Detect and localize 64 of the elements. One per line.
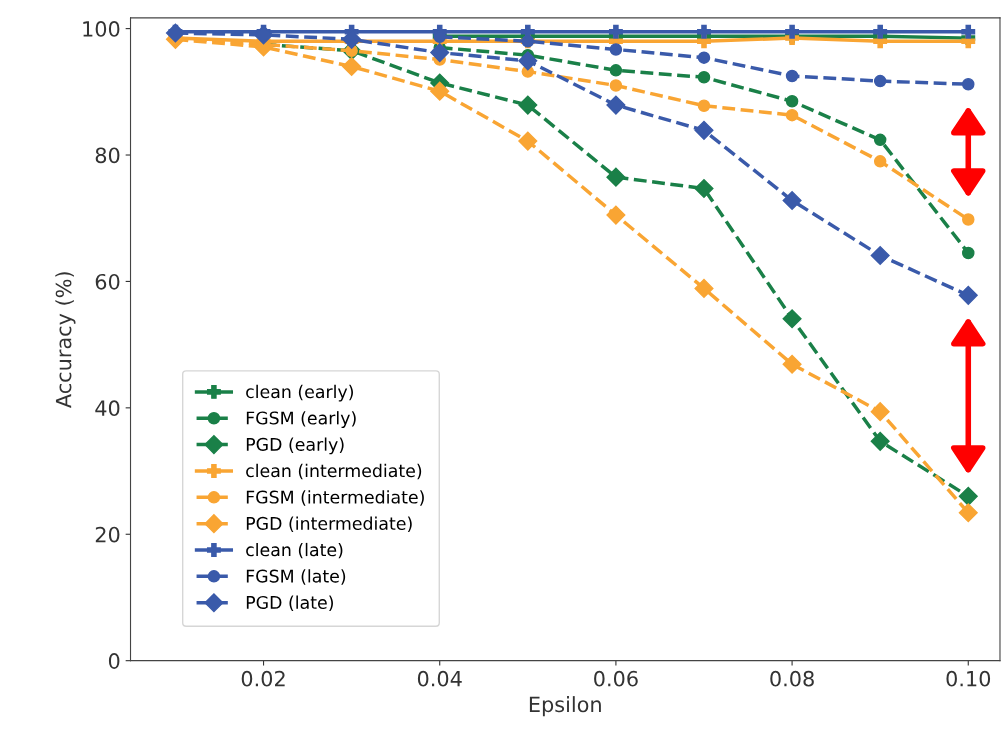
point: [962, 246, 975, 260]
y-tick-label: 80: [95, 147, 120, 164]
y-tick-label: 0: [108, 653, 120, 669]
point: [785, 108, 799, 122]
point: [697, 51, 711, 64]
point: [962, 213, 975, 226]
point: [958, 285, 978, 305]
point: [958, 503, 978, 523]
point: [782, 354, 802, 374]
legend-label: FGSM (early): [246, 411, 356, 428]
legend-label: clean (early): [246, 384, 353, 402]
y-tick-label: 100: [83, 21, 120, 37]
point: [609, 79, 623, 92]
point: [873, 133, 887, 147]
point: [873, 155, 887, 168]
legend-label: PGD (intermediate): [246, 516, 412, 533]
point: [785, 69, 799, 83]
legend-label: PGD (late): [246, 595, 333, 612]
legend-label: clean (late): [246, 542, 343, 559]
point: [873, 24, 888, 39]
legend-label: FGSM (late): [246, 569, 346, 585]
point: [697, 99, 711, 112]
point: [694, 120, 714, 140]
point: [782, 190, 802, 211]
x-tick-label: 0.06: [594, 670, 638, 687]
x-tick-label: 0.10: [946, 670, 991, 687]
legend-label: PGD (early): [246, 437, 344, 455]
point: [342, 56, 362, 77]
point: [958, 486, 978, 506]
point: [785, 24, 800, 39]
point: [961, 24, 976, 39]
point: [694, 278, 714, 298]
point: [606, 205, 626, 225]
point: [430, 81, 450, 101]
point: [870, 431, 890, 451]
legend-label: clean (intermediate): [246, 463, 422, 480]
x-tick-label: 0.04: [417, 670, 462, 687]
point: [697, 24, 711, 39]
point: [785, 95, 799, 108]
x-tick-label: 0.02: [241, 670, 285, 687]
x-axis-title: Epsilon: [529, 696, 601, 717]
legend-label: FGSM (intermediate): [246, 490, 424, 506]
point: [518, 131, 538, 151]
y-tick-label: 40: [95, 400, 120, 417]
point: [608, 24, 623, 39]
y-tick-label: 20: [95, 526, 120, 543]
y-tick-label: 60: [95, 273, 120, 290]
point: [518, 95, 538, 115]
x-tick-label: 0.08: [770, 670, 814, 687]
point: [782, 309, 802, 329]
y-axis-title: Accuracy (%): [55, 272, 76, 408]
point: [165, 23, 185, 43]
point: [606, 95, 626, 115]
point: [609, 43, 623, 56]
point: [518, 51, 538, 71]
point: [870, 402, 890, 422]
point: [873, 74, 887, 88]
point: [697, 71, 711, 84]
point: [962, 77, 975, 91]
point: [609, 64, 623, 77]
point: [694, 178, 714, 199]
point: [430, 43, 450, 63]
point: [870, 245, 890, 266]
point: [606, 167, 626, 187]
